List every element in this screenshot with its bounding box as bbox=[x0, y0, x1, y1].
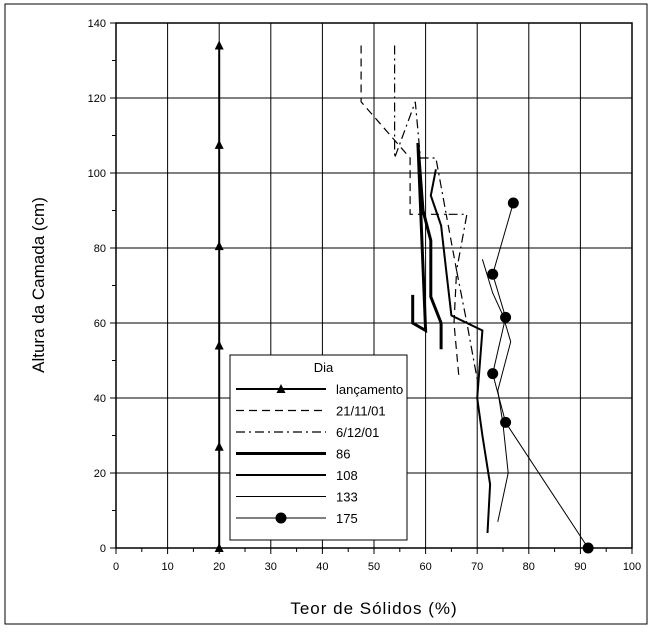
legend-marker-1 bbox=[276, 384, 286, 393]
series-4 bbox=[411, 142, 443, 350]
legend-label-3: 6/12/01 bbox=[336, 425, 379, 440]
series-3-line bbox=[394, 45, 478, 380]
series-5 bbox=[429, 169, 492, 534]
y-tick-label: 40 bbox=[94, 393, 106, 405]
x-tick-label: 80 bbox=[523, 561, 535, 573]
x-tick-label: 10 bbox=[161, 561, 173, 573]
y-tick-label: 0 bbox=[100, 543, 106, 555]
x-tick-label: 70 bbox=[471, 561, 483, 573]
series-7 bbox=[487, 197, 594, 554]
legend-label-4: 86 bbox=[336, 447, 350, 462]
legend-label-6: 133 bbox=[336, 490, 358, 505]
y-axis-title: Altura da Camada (cm) bbox=[29, 197, 48, 373]
series-7-point bbox=[500, 416, 512, 428]
legend-title: Dia bbox=[314, 360, 334, 375]
legend-box bbox=[229, 354, 408, 541]
x-tick-label: 0 bbox=[113, 561, 119, 573]
series-5-line bbox=[429, 169, 492, 534]
series-7-line bbox=[492, 202, 589, 549]
series-2 bbox=[360, 45, 460, 380]
series-1-point bbox=[214, 139, 224, 149]
x-tick-label: 40 bbox=[316, 561, 328, 573]
legend-marker-7 bbox=[275, 512, 287, 524]
x-tick-label: 90 bbox=[574, 561, 586, 573]
y-tick-label: 20 bbox=[94, 468, 106, 480]
y-tick-label: 100 bbox=[88, 168, 106, 180]
series-1 bbox=[214, 40, 224, 552]
series-4-line bbox=[411, 142, 443, 350]
y-tick-label: 60 bbox=[94, 318, 106, 330]
x-tick-label: 30 bbox=[265, 561, 277, 573]
legend-label-2: 21/11/01 bbox=[336, 404, 386, 419]
x-axis-title: Teor de Sólidos (%) bbox=[290, 599, 457, 618]
series-7-point bbox=[487, 268, 499, 280]
series-3 bbox=[394, 45, 478, 380]
outer-frame bbox=[4, 3, 648, 625]
y-tick-label: 140 bbox=[88, 18, 106, 30]
series-1-point bbox=[214, 241, 224, 251]
ticks: 0 10 20 30 40 50 60 70 80 90 100 0 20 40 60 80 100 120 140 bbox=[88, 18, 642, 573]
legend-label-7: 175 bbox=[336, 511, 358, 526]
series-6-line bbox=[481, 259, 512, 522]
y-tick-label: 80 bbox=[94, 243, 106, 255]
series-1-point bbox=[214, 40, 224, 50]
legend-label-5: 108 bbox=[336, 468, 358, 483]
series-7-point bbox=[507, 197, 519, 209]
series-7-point bbox=[500, 311, 512, 323]
y-tick-label: 120 bbox=[88, 93, 106, 105]
series-6 bbox=[481, 259, 512, 522]
series-1-point bbox=[214, 441, 224, 451]
legend-label-1: lançamento bbox=[336, 382, 403, 397]
x-tick-label: 60 bbox=[419, 561, 431, 573]
x-tick-label: 20 bbox=[213, 561, 225, 573]
series-7-point bbox=[487, 368, 499, 380]
series-1-point bbox=[214, 340, 224, 350]
x-tick-label: 100 bbox=[623, 561, 641, 573]
x-tick-label: 50 bbox=[368, 561, 380, 573]
series-2-line bbox=[360, 45, 460, 380]
data-series bbox=[214, 40, 594, 554]
